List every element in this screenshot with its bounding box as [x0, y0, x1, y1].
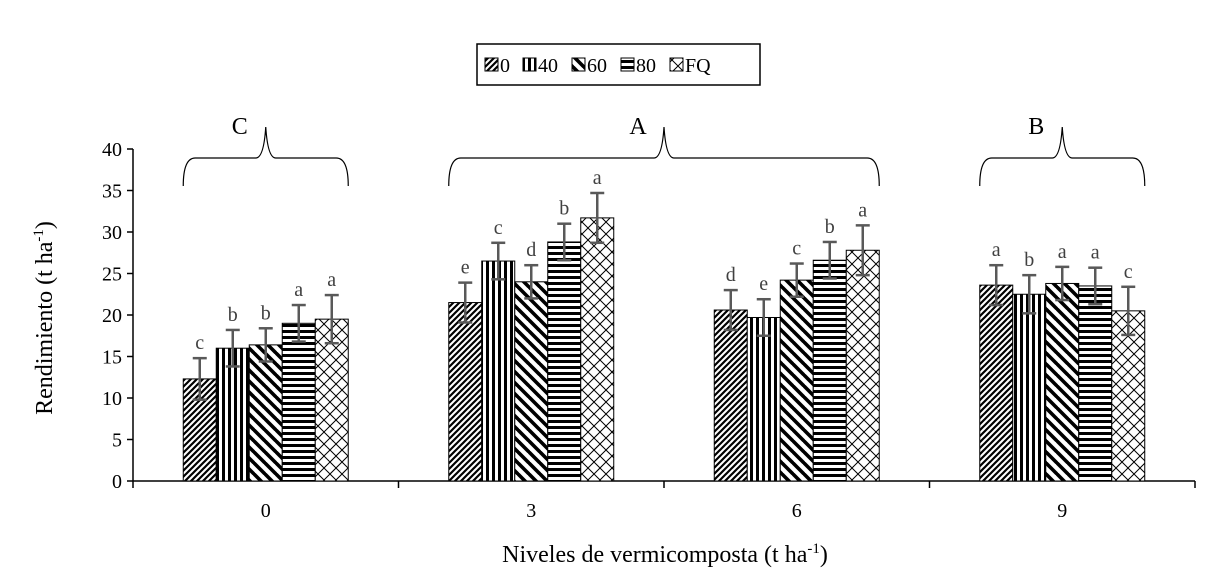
significance-label: c	[1124, 261, 1133, 283]
y-tick-label: 30	[102, 222, 122, 244]
significance-label: a	[992, 239, 1001, 261]
y-tick-label: 10	[102, 388, 122, 410]
significance-label: a	[1058, 241, 1067, 263]
bar	[1078, 285, 1113, 482]
x-tick-label: 9	[1057, 500, 1067, 522]
plot-area: 0 5 10 15 20 25 30 35 40 0 3 6 9 c b b a a e c d b a d e c b a a b a a c…	[102, 114, 1196, 522]
bar	[979, 284, 1014, 482]
group-significance-letter: C	[232, 114, 248, 140]
legend-swatch	[620, 57, 635, 72]
legend-label: 0	[500, 55, 510, 77]
significance-label: e	[759, 273, 768, 295]
significance-label: b	[559, 198, 569, 220]
bar	[779, 279, 814, 482]
significance-label: a	[294, 279, 303, 301]
x-tick-label: 3	[526, 500, 536, 522]
y-tick-label: 20	[102, 305, 122, 327]
bar	[547, 241, 582, 482]
legend-label: 80	[636, 55, 656, 77]
significance-label: c	[792, 238, 801, 260]
bar	[248, 344, 283, 482]
bar	[314, 318, 349, 482]
significance-label: b	[261, 302, 271, 324]
legend-label: 40	[538, 55, 558, 77]
y-tick-label: 40	[102, 139, 122, 161]
bar	[481, 260, 516, 482]
significance-label: e	[461, 257, 470, 279]
bar	[845, 249, 880, 482]
significance-label: b	[228, 304, 238, 326]
group-brace	[448, 126, 880, 187]
y-tick-label: 5	[112, 430, 122, 452]
y-tick-label: 25	[102, 264, 122, 286]
y-axis-title: Rendimiento (t ha-1)	[31, 221, 58, 415]
legend-swatch	[484, 57, 499, 72]
bar	[514, 281, 549, 482]
significance-label: c	[195, 332, 204, 354]
legend-label: FQ	[685, 55, 711, 77]
x-tick-label: 0	[261, 500, 271, 522]
x-tick-label: 6	[792, 500, 802, 522]
y-tick-label: 35	[102, 181, 122, 203]
legend-swatch	[522, 57, 537, 72]
bar	[448, 302, 483, 482]
y-tick-label: 15	[102, 347, 122, 369]
significance-label: b	[1024, 249, 1034, 271]
y-tick-label: 0	[112, 471, 122, 493]
legend-label: 60	[587, 55, 607, 77]
bar	[713, 309, 748, 482]
legend-swatch	[571, 57, 586, 72]
bar	[746, 316, 781, 482]
bar	[1045, 282, 1080, 482]
significance-label: a	[327, 269, 336, 291]
legend-frame	[476, 43, 761, 86]
bar	[215, 347, 250, 482]
group-brace	[182, 126, 349, 187]
significance-label: a	[593, 167, 602, 189]
significance-label: c	[494, 217, 503, 239]
x-axis-title: Niveles de vermicomposta (t ha-1)	[502, 541, 828, 568]
legend-swatch	[669, 57, 684, 72]
bar	[580, 217, 615, 482]
significance-label: a	[858, 199, 867, 221]
legend: 0 40 60 80 FQ	[476, 43, 761, 86]
bar	[281, 322, 316, 482]
group-significance-letter: A	[629, 114, 647, 140]
bar	[1012, 293, 1047, 482]
significance-label: a	[1091, 242, 1100, 264]
significance-label: b	[825, 216, 835, 238]
bar	[182, 378, 217, 482]
group-significance-letter: B	[1028, 114, 1044, 140]
significance-label: d	[726, 264, 736, 286]
group-brace	[979, 126, 1146, 187]
bar	[1111, 310, 1146, 482]
bar	[812, 259, 847, 482]
significance-label: d	[526, 239, 536, 261]
